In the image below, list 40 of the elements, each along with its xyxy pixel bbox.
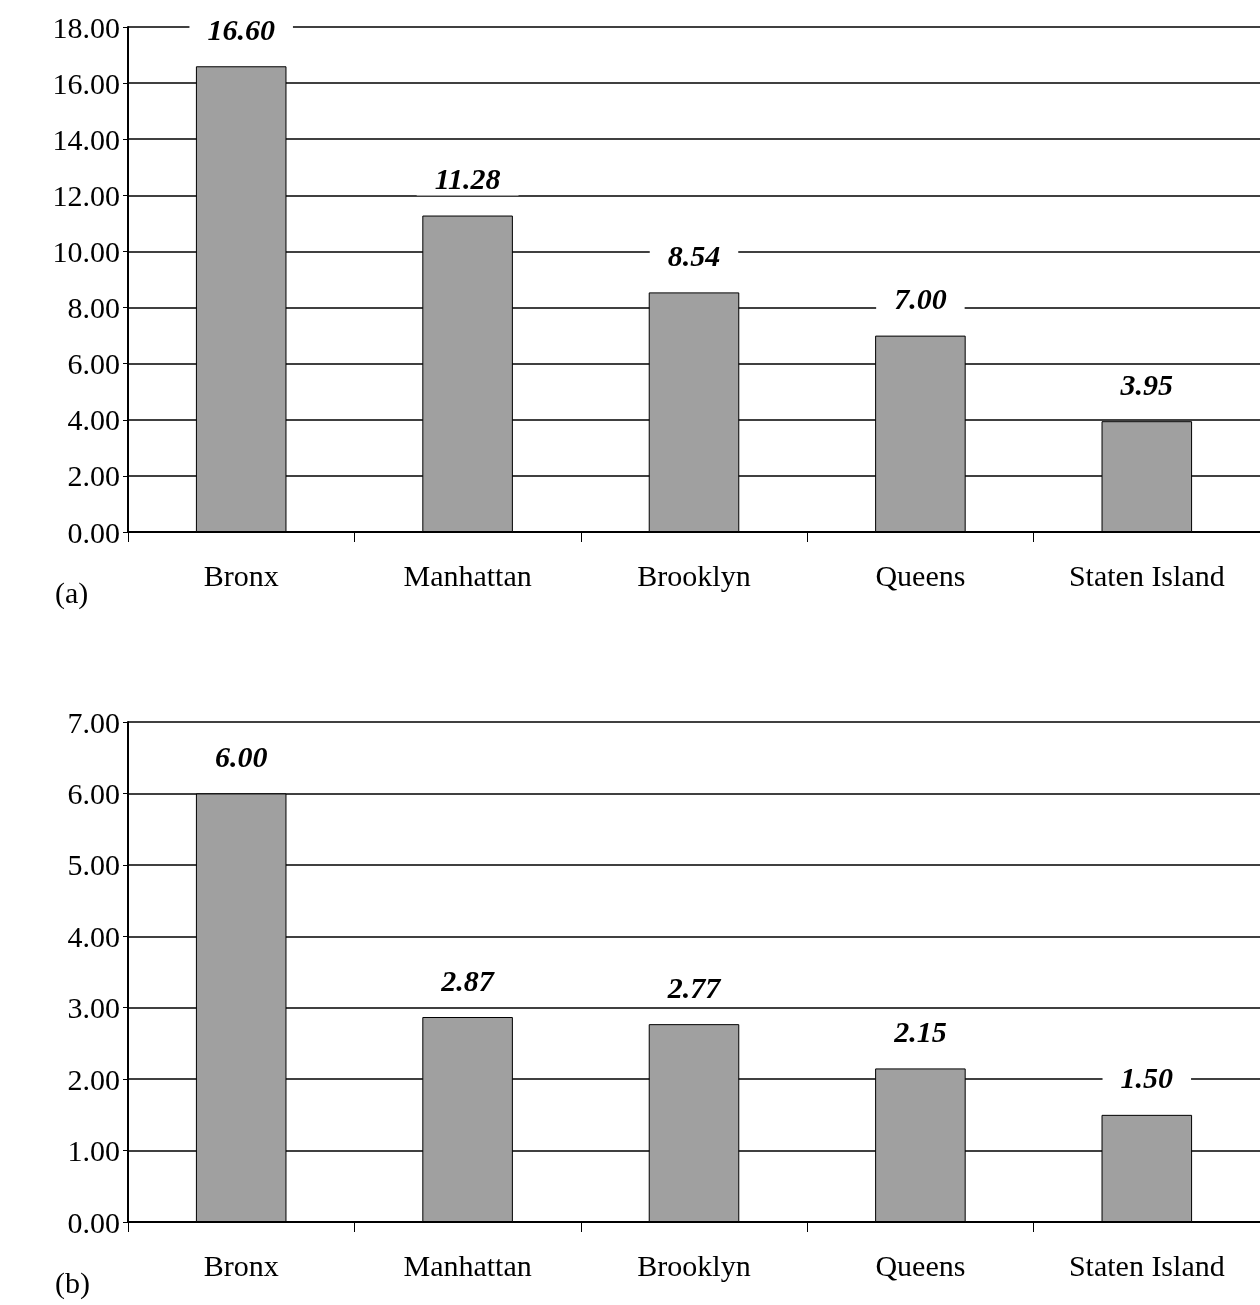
y-tick-label: 6.00 <box>67 347 120 381</box>
data-label: 2.15 <box>893 1014 947 1048</box>
x-tick-label: Staten Island <box>1068 558 1225 592</box>
data-label: 16.60 <box>207 12 275 46</box>
x-tick-label: Manhattan <box>403 1248 532 1282</box>
data-label: 2.87 <box>440 963 495 997</box>
y-tick-label: 4.00 <box>67 403 120 437</box>
y-tick-label: 2.00 <box>67 1062 120 1096</box>
y-tick-label: 2.00 <box>67 459 120 493</box>
text: (a) <box>55 575 89 610</box>
data-label: 2.77 <box>666 970 722 1004</box>
x-tick-label: Brooklyn <box>637 1248 751 1282</box>
y-tick-label: 12.00 <box>52 178 120 212</box>
data-label: 11.28 <box>434 162 501 196</box>
text: (b) <box>55 1265 90 1300</box>
x-tick-label: Bronx <box>203 1248 279 1282</box>
y-tick-label: 6.00 <box>67 776 120 810</box>
data-label: 3.95 <box>1119 367 1174 401</box>
y-tick-label: 14.00 <box>52 122 120 156</box>
y-tick-label: 0.00 <box>67 1205 120 1239</box>
y-tick-label: 0.00 <box>67 515 120 549</box>
y-tick-label: 4.00 <box>67 919 120 953</box>
data-label: 8.54 <box>667 238 721 272</box>
y-tick-label: 8.00 <box>67 291 120 325</box>
x-tick-label: Manhattan <box>403 558 532 592</box>
x-tick-label: Brooklyn <box>637 558 751 592</box>
data-label: 6.00 <box>214 739 268 773</box>
y-tick-label: 7.00 <box>67 705 120 739</box>
x-tick-label: Staten Island <box>1068 1248 1225 1282</box>
y-tick-label: 1.00 <box>67 1134 120 1168</box>
x-tick-label: Bronx <box>203 558 279 592</box>
y-tick-label: 3.00 <box>67 991 120 1025</box>
y-tick-label: 16.00 <box>52 66 120 100</box>
y-tick-label: 18.00 <box>52 10 120 44</box>
data-label: 1.50 <box>1120 1061 1174 1095</box>
y-tick-label: 10.00 <box>52 234 120 268</box>
y-tick-label: 5.00 <box>67 848 120 882</box>
x-tick-label: Queens <box>875 1248 966 1282</box>
x-tick-label: Queens <box>875 558 966 592</box>
data-label: 7.00 <box>894 282 947 316</box>
